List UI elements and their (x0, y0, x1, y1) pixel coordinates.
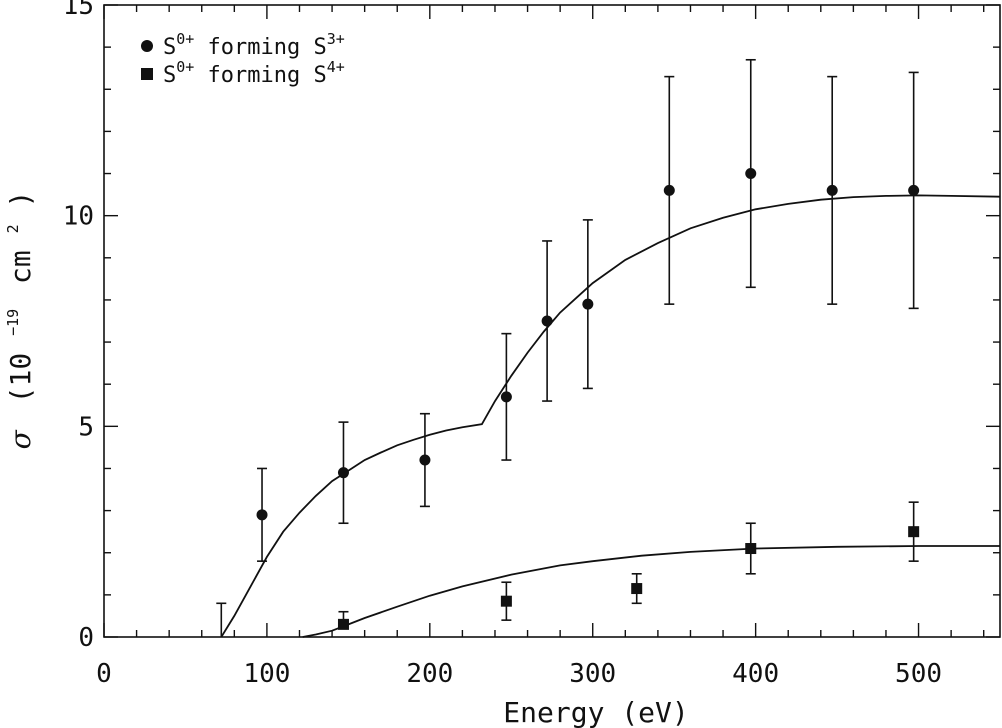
data-point-circle (541, 315, 553, 327)
axis-ticks (103, 4, 1000, 638)
legend-s3-sup1: 0+ (176, 30, 194, 48)
legend-s4-base: S (163, 63, 176, 88)
x-tick-label: 500 (895, 659, 942, 689)
x-tick-label: 300 (569, 659, 616, 689)
data-point-circle (256, 509, 268, 521)
data-point-circle (337, 467, 349, 479)
data-point-circle (419, 454, 431, 466)
y-tick-label: 10 (63, 202, 94, 232)
legend-s4-sup2: 4+ (327, 58, 345, 76)
y-axis-unit: cm (4, 250, 37, 284)
legend-s4-mid: forming S (194, 63, 326, 88)
x-tick-label: 100 (243, 659, 290, 689)
x-tick-label: 200 (406, 659, 453, 689)
x-axis-title: Energy (eV) (503, 696, 688, 728)
y-tick-label: 15 (63, 0, 94, 21)
y-axis-exp: −19 (4, 309, 22, 336)
data-point-square (745, 543, 757, 555)
legend: S0+ forming S3+ S0+ forming S4+ (141, 30, 345, 88)
y-axis-unit-exp: 2 (4, 224, 22, 233)
data-point-circle (582, 298, 594, 310)
data-markers (256, 168, 920, 630)
legend-label-s3: S0+ forming S3+ (163, 30, 345, 60)
y-axis-title: σ (10 −19 cm 2 ) (0, 191, 37, 450)
tick-labels: 0 100 200 300 400 500 0 5 10 15 (63, 0, 942, 689)
legend-s3-mid: forming S (194, 35, 326, 60)
legend-label-s4: S0+ forming S4+ (163, 58, 345, 88)
data-point-circle (826, 184, 838, 196)
legend-s3-sup2: 3+ (327, 30, 345, 48)
error-bars (216, 58, 919, 637)
x-tick-label: 0 (96, 659, 112, 689)
data-point-square (631, 583, 643, 595)
y-axis-open: (10 (4, 353, 37, 404)
fit-curve-series-1 (220, 194, 1001, 638)
data-point-square (908, 526, 920, 538)
legend-s3-base: S (163, 35, 176, 60)
data-point-circle (663, 184, 675, 196)
fit-curve-series-2 (302, 545, 1000, 638)
plot-frame (103, 4, 1001, 638)
y-tick-label: 5 (78, 412, 94, 442)
legend-square-marker (141, 68, 153, 80)
y-axis-symbol: σ (4, 429, 37, 449)
legend-s4-sup1: 0+ (176, 58, 194, 76)
data-point-circle (500, 391, 512, 403)
y-axis-close: ) (4, 191, 37, 208)
x-tick-label: 400 (732, 659, 779, 689)
legend-circle-marker (141, 40, 153, 52)
data-point-square (500, 595, 512, 607)
fit-curves (220, 194, 1001, 638)
data-point-square (337, 618, 349, 630)
data-point-circle (745, 168, 757, 180)
y-tick-label: 0 (78, 623, 94, 653)
data-point-circle (908, 184, 920, 196)
